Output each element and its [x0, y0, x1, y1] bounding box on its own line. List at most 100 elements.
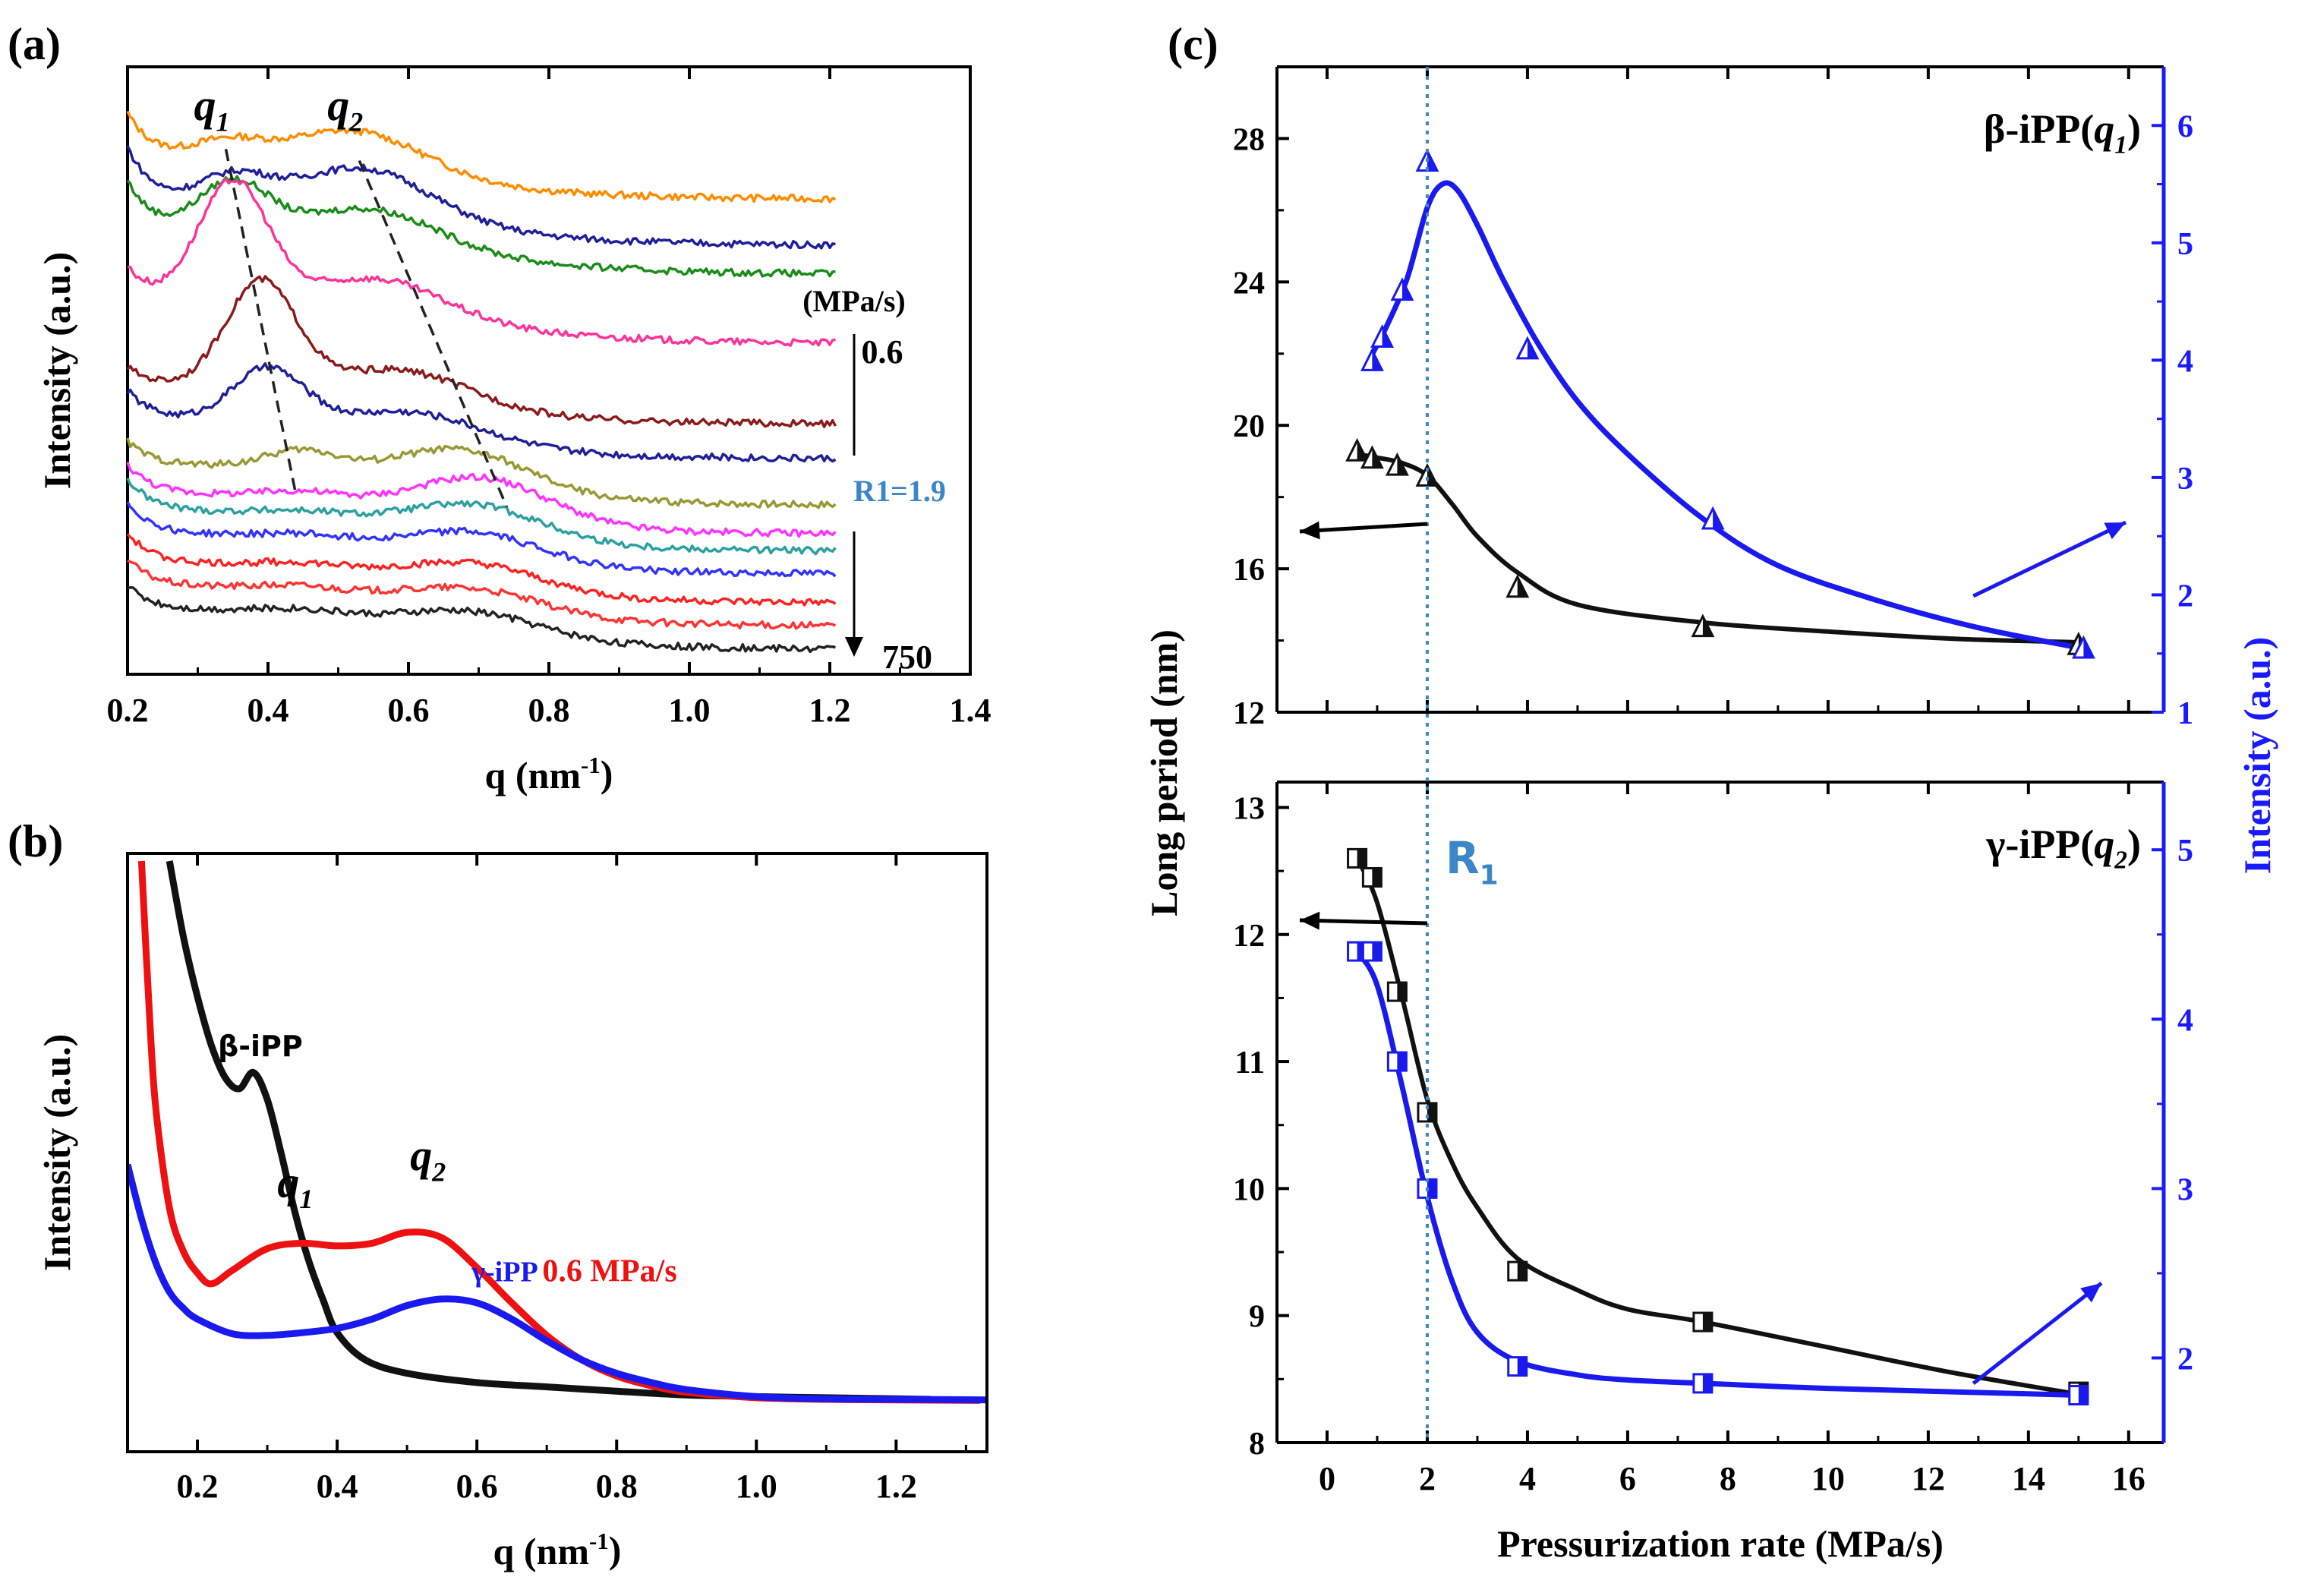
- y-tick-label-left-top: 12: [1233, 696, 1265, 731]
- y-tick-label-left-bottom: 9: [1249, 1300, 1265, 1335]
- curve-a-11: [127, 559, 837, 630]
- subplot-title-bottom: γ-iPP(q2): [1985, 822, 2141, 875]
- y-tick-label-right-top: 6: [2177, 109, 2193, 144]
- y-tick-label-right-top: 2: [2177, 579, 2193, 613]
- series-label-gamma: γ-iPP: [471, 1256, 538, 1288]
- y-axis-label-left-c: Long period (nm): [1143, 629, 1185, 916]
- x-tick-label-b: 1.2: [875, 1468, 917, 1505]
- panel-label-b: (b): [8, 816, 63, 866]
- panel-a: (a) 0.2 0.4 0.6 0.8 1.0 1.2 1.4 q (nm-1) Intensit…: [8, 19, 992, 796]
- marker-intensity-bottom-fill: [1427, 1179, 1436, 1198]
- rate-r1-label: R1=1.9: [853, 474, 946, 508]
- x-tick-label-c: 0: [1319, 1460, 1335, 1497]
- y-tick-label-right-top: 3: [2177, 462, 2193, 497]
- peak-label-q1-a: q1: [194, 80, 230, 137]
- marker-long-period-bottom-fill: [1702, 1313, 1712, 1332]
- marker-intensity-top-fill: [1527, 338, 1537, 358]
- peak-label-q1-b: q1: [277, 1158, 313, 1215]
- dashed-guide-q1: [224, 149, 298, 496]
- y-tick-label-right-bottom: 2: [2177, 1342, 2193, 1377]
- peak-label-q2-b: q2: [410, 1131, 446, 1188]
- y-tick-label-left-bottom: 12: [1233, 919, 1265, 954]
- curve-a-1: [126, 145, 836, 250]
- arrow-top-right: [1972, 520, 2127, 598]
- x-tick-label-b: 0.6: [456, 1468, 498, 1505]
- marker-intensity-bottom-fill: [1702, 1374, 1712, 1393]
- subplot-title-top: β-iPP(q1): [1984, 106, 2141, 159]
- panel-label-c: (c): [1168, 19, 1219, 69]
- x-axis-label-a: q (nm-1): [485, 752, 613, 796]
- marker-intensity-bottom-fill: [2078, 1386, 2088, 1405]
- y-tick-label-left-top: 24: [1233, 266, 1265, 301]
- peak-label-q2-a: q2: [327, 80, 363, 137]
- x-axis-label-b: q (nm-1): [493, 1528, 622, 1572]
- panel-label-a: (a): [8, 19, 61, 69]
- curve-a-4: [126, 275, 837, 428]
- panel-b: (b) 0.2 0.4 0.6 0.8 1.0 1.2 q (nm-1) Intensity (…: [8, 816, 988, 1572]
- rate-bottom-label: 750: [882, 639, 932, 676]
- marker-intensity-top-fill: [1382, 326, 1392, 347]
- marker-long-period-bottom-fill: [1427, 1103, 1436, 1121]
- subplot-c-bottom: 8 9 10 11 12 13 2 3 4 5 0 2 4 6 8 10 12 14 16 γ-iPP(q2): [1233, 781, 2193, 1497]
- marker-long-period-top-fill: [1357, 440, 1367, 461]
- x-tick-label-a: 0.4: [247, 692, 289, 729]
- marker-intensity-bottom-fill: [1372, 942, 1382, 961]
- marker-intensity-top-fill: [2083, 638, 2094, 658]
- y-tick-label-left-top: 28: [1233, 122, 1265, 157]
- y-tick-label-left-top: 16: [1233, 553, 1265, 588]
- x-tick-label-c: 2: [1419, 1460, 1436, 1497]
- curve-a-5: [126, 362, 837, 463]
- dashed-guide-q2: [358, 159, 509, 508]
- x-tick-label-b: 0.8: [596, 1468, 638, 1505]
- x-tick-label-c: 10: [1811, 1460, 1845, 1497]
- x-tick-label-b: 0.4: [317, 1468, 358, 1505]
- curve-a-12: [127, 586, 836, 654]
- x-tick-label-a: 1.0: [669, 692, 711, 729]
- y-tick-label-right-top: 5: [2177, 227, 2193, 262]
- x-tick-label-a: 0.2: [107, 692, 149, 729]
- arrow-top-right-head: [2104, 522, 2126, 540]
- arrow-top-left-head: [1300, 521, 1320, 540]
- series-label-0p6: 0.6 MPa/s: [542, 1254, 676, 1288]
- curve-b-0p6: [137, 860, 980, 1404]
- y-tick-label-right-bottom: 4: [2177, 1003, 2193, 1038]
- x-tick-label-c: 16: [2112, 1460, 2145, 1497]
- y-tick-label-left-bottom: 11: [1234, 1046, 1265, 1080]
- panel-c: (c)1216202428123456β-iPP(q1)891011121323…: [1143, 19, 2278, 1565]
- y-tick-label-left-bottom: 8: [1249, 1427, 1265, 1462]
- fit-intensity-top: [1370, 180, 2079, 651]
- y-tick-label-right-bottom: 5: [2177, 834, 2193, 869]
- marker-long-period-top-fill: [1397, 455, 1408, 475]
- marker-long-period-top-fill: [1372, 447, 1383, 468]
- marker-intensity-top-fill: [1427, 150, 1437, 171]
- y-axis-label-a: Intensity (a.u.): [36, 252, 78, 490]
- marker-long-period-top-fill: [1702, 616, 1713, 636]
- r1-label: R1: [1446, 832, 1499, 891]
- rate-top-label: 0.6: [862, 333, 903, 371]
- x-tick-label-a: 0.6: [388, 692, 430, 729]
- arrow-bottom-left: [1299, 918, 1428, 926]
- marker-long-period-bottom-fill: [1372, 868, 1382, 887]
- marker-intensity-bottom-fill: [1517, 1357, 1527, 1376]
- curve-b-beta: [166, 860, 932, 1403]
- x-tick-label-a: 1.2: [809, 692, 851, 729]
- curve-b-gamma: [128, 1163, 987, 1404]
- x-tick-label-c: 4: [1519, 1460, 1536, 1497]
- marker-intensity-top-fill: [1372, 350, 1383, 371]
- rate-arrow-head: [845, 637, 863, 657]
- curve-a-8: [126, 477, 837, 556]
- arrow-bottom-right: [1972, 1282, 2103, 1385]
- marker-long-period-bottom-fill: [1517, 1262, 1527, 1281]
- fit-long-period-top: [1357, 452, 2079, 645]
- series-label-beta: β-iPP: [218, 1030, 303, 1063]
- x-tick-label-b: 1.0: [736, 1468, 777, 1505]
- x-tick-label-a: 0.8: [528, 692, 570, 729]
- y-tick-label-left-bottom: 10: [1233, 1172, 1265, 1207]
- marker-long-period-top-fill: [1517, 576, 1528, 597]
- x-tick-label-b: 0.2: [177, 1468, 219, 1505]
- y-tick-label-left-bottom: 13: [1233, 791, 1265, 826]
- arrow-bottom-left-head: [1300, 911, 1320, 930]
- marker-long-period-top-fill: [1427, 465, 1437, 486]
- fit-intensity-bottom: [1354, 950, 2079, 1398]
